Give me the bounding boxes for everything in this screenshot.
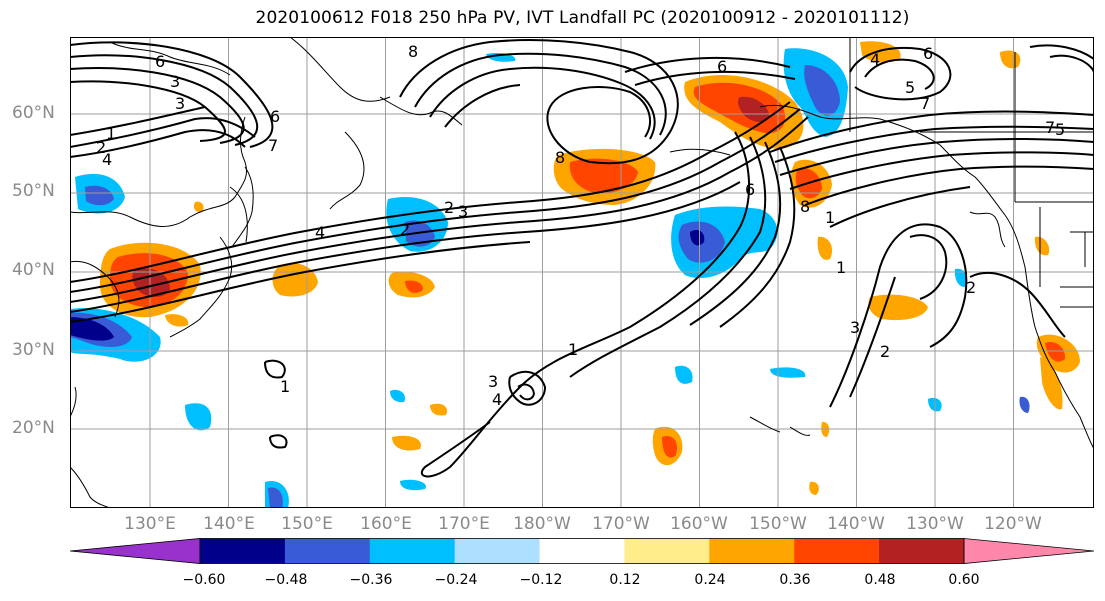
lon-label-130w: 130°W [906, 514, 964, 534]
colorbar-tick-024: 0.24 [694, 572, 726, 588]
colorbar-segment [879, 538, 965, 564]
colorbar-segment [539, 538, 625, 564]
colorbar-tick-060: 0.60 [948, 572, 980, 588]
contours [70, 39, 1094, 478]
contour-label-3b: 3 [175, 94, 185, 113]
colorbar-segment [454, 538, 541, 564]
lon-label-130e: 130°E [124, 514, 176, 534]
contour-label-1b: 1 [825, 208, 835, 227]
colorbar-segment [709, 538, 795, 564]
contour-label-1c: 1 [836, 258, 846, 277]
lat-label-50n: 50°N [12, 181, 55, 201]
contour-label-4c: 4 [870, 50, 880, 69]
lon-label-170e: 170°E [438, 514, 490, 534]
contour-label-2: 2 [96, 138, 106, 157]
colorbar [70, 538, 1094, 564]
lon-label-150w: 150°W [749, 514, 807, 534]
colorbar-tick-neg012: −0.12 [519, 572, 563, 588]
contour-label-1e: 1 [280, 377, 290, 396]
contour-label-6c: 6 [717, 57, 727, 76]
contour-label-8c: 8 [800, 197, 810, 216]
colorbar-arrow-min [70, 538, 201, 564]
contour-label-7: 7 [268, 136, 278, 155]
contour-label-4d: 4 [492, 390, 502, 409]
contour-label-2e: 2 [880, 342, 890, 361]
lon-label-140w: 140°W [827, 514, 885, 534]
contour-label-3e: 3 [488, 372, 498, 391]
colorbar-segment [794, 538, 880, 564]
contour-label-6b: 6 [270, 107, 280, 126]
lon-label-160w: 160°W [670, 514, 728, 534]
map-panel: 6 3 3 1 2 4 6 7 4 8 2 3 2 8 6 6 8 1 1 6 … [70, 37, 1094, 508]
contour-label-3c: 3 [458, 202, 468, 221]
contour-label-1: 1 [106, 124, 116, 143]
colorbar-tick-neg048: −0.48 [264, 572, 308, 588]
contour-label-3d: 3 [850, 318, 860, 337]
map-title: 2020100612 F018 250 hPa PV, IVT Landfall… [255, 8, 910, 28]
lat-label-20n: 20°N [12, 418, 55, 438]
contour-label-2c: 2 [400, 220, 410, 239]
contour-label-6d: 6 [745, 180, 755, 199]
contour-label-4b: 4 [315, 223, 325, 242]
contour-label-8b: 8 [555, 148, 565, 167]
coastlines [70, 37, 1094, 508]
contour-label-5: 5 [905, 78, 915, 97]
contour-label-6e: 6 [923, 44, 933, 63]
contour-label-1d: 1 [568, 340, 578, 359]
colorbar-segment [284, 538, 371, 564]
colorbar-outline [199, 538, 965, 564]
lat-label-30n: 30°N [12, 340, 55, 360]
colorbar-segment [369, 538, 456, 564]
colorbar-tick-048: 0.48 [864, 572, 896, 588]
contour-label-2b: 2 [444, 198, 454, 217]
colorbar-arrow-max [963, 538, 1094, 564]
lon-label-170w: 170°W [592, 514, 650, 534]
contour-label-8: 8 [408, 42, 418, 61]
colorbar-tick-neg024: −0.24 [434, 572, 478, 588]
map-border [70, 37, 1094, 508]
contour-label-5b: 5 [1055, 120, 1065, 139]
contour-label-3: 3 [170, 72, 180, 91]
colorbar-tick-012: 0.12 [609, 572, 641, 588]
colorbar-segment [624, 538, 710, 564]
colorbar-tick-neg060: −0.60 [182, 572, 226, 588]
contour-labels: 6 3 3 1 2 4 6 7 4 8 2 3 2 8 6 6 8 1 1 6 … [96, 42, 1065, 409]
lat-label-40n: 40°N [12, 260, 55, 280]
colorbar-tick-036: 0.36 [779, 572, 811, 588]
contour-label-2d: 2 [966, 278, 976, 297]
lon-label-150e: 150°E [281, 514, 333, 534]
lon-label-140e: 140°E [203, 514, 255, 534]
lon-label-180w: 180°W [513, 514, 571, 534]
graticule [70, 37, 1094, 508]
colorbar-tick-neg036: −0.36 [349, 572, 393, 588]
contour-label-4: 4 [102, 150, 112, 169]
lat-label-60n: 60°N [12, 103, 55, 123]
contour-label-7b: 7 [920, 94, 930, 113]
lon-label-160e: 160°E [360, 514, 412, 534]
lon-label-120w: 120°W [984, 514, 1042, 534]
contour-label-6: 6 [155, 52, 165, 71]
colorbar-segment [200, 538, 286, 564]
contour-label-7c: 7 [1045, 118, 1055, 137]
